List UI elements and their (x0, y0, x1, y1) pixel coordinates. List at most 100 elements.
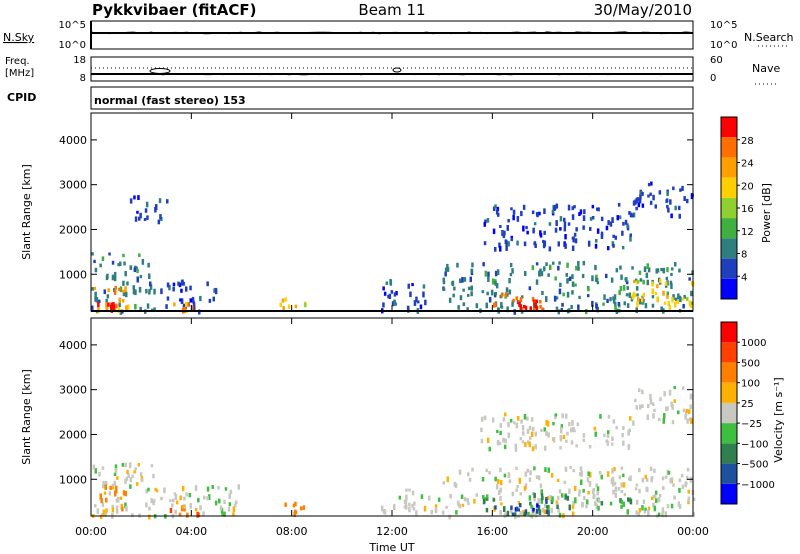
velocity-colorbar-tick: −25 (741, 419, 762, 430)
power-cell (532, 227, 535, 234)
power-cell (575, 265, 578, 271)
velocity-cell (537, 498, 540, 504)
power-cell (614, 304, 617, 311)
velocity-cell (576, 422, 580, 427)
velocity-cell (103, 491, 107, 495)
velocity-cell (533, 466, 536, 471)
velocity-cell (570, 440, 574, 445)
velocity-cell (615, 426, 618, 430)
power-cell (153, 288, 156, 295)
power-cell (690, 290, 693, 297)
power-cell (144, 208, 148, 213)
velocity-cell (530, 431, 534, 437)
power-colorbar-tick: 8 (741, 250, 747, 261)
velocity-cell (521, 425, 525, 431)
velocity-cell (687, 409, 691, 415)
power-cell (564, 234, 567, 240)
velocity-cell (571, 511, 575, 516)
power-cell (119, 286, 123, 293)
velocity-cell (629, 475, 632, 482)
velocity-cell (521, 440, 525, 444)
nsky-tick-low: 10^0 (59, 40, 86, 51)
velocity-cell (559, 446, 562, 450)
power-cell (391, 301, 395, 307)
power-cell (95, 296, 99, 303)
velocity-cell (641, 389, 644, 395)
power-cell (520, 307, 524, 312)
power-cell (531, 296, 535, 302)
power-cell (179, 298, 182, 302)
velocity-cell (663, 391, 666, 397)
velocity-ytick-label: 1000 (59, 473, 87, 486)
power-cell (615, 268, 619, 273)
power-cell (618, 215, 622, 220)
velocity-cell (622, 440, 625, 446)
power-cell (571, 274, 574, 280)
velocity-cell (664, 406, 668, 412)
velocity-cell (582, 433, 586, 438)
velocity-cell (673, 496, 676, 500)
velocity-cell (494, 505, 497, 510)
power-cell (485, 302, 488, 309)
power-cell (111, 260, 115, 265)
velocity-cell (638, 468, 641, 473)
power-cell (666, 294, 669, 299)
power-cell (607, 220, 610, 226)
velocity-cell (488, 446, 491, 452)
power-cell (656, 268, 660, 273)
velocity-cell (528, 425, 532, 430)
velocity-ytick-label: 4000 (59, 339, 87, 352)
velocity-cell (294, 501, 297, 507)
velocity-cell (480, 438, 484, 444)
velocity-cell (453, 481, 457, 487)
velocity-cell (685, 481, 688, 485)
power-cell (493, 302, 496, 308)
velocity-colorbar-band (721, 423, 737, 444)
power-cell (213, 288, 216, 293)
velocity-cell (568, 488, 571, 494)
power-cell (533, 299, 536, 305)
power-cell (471, 262, 474, 268)
power-cell (674, 301, 677, 308)
velocity-cell (519, 503, 522, 508)
power-cell (574, 283, 577, 287)
velocity-cell (638, 507, 642, 513)
velocity-cell (533, 495, 536, 502)
velocity-cell (124, 478, 127, 484)
velocity-cell (528, 477, 532, 482)
power-cell (114, 285, 117, 290)
velocity-cell (529, 470, 532, 476)
power-cell (612, 234, 615, 238)
velocity-cell (139, 472, 143, 477)
power-cell (388, 293, 392, 300)
velocity-cell (657, 496, 661, 503)
velocity-cell (94, 504, 97, 508)
power-cell (189, 285, 192, 291)
velocity-cell (223, 511, 226, 517)
velocity-cell (600, 501, 604, 506)
power-cell (419, 304, 423, 310)
velocity-cell (508, 479, 512, 484)
power-cell (484, 219, 487, 224)
power-cell (651, 281, 654, 287)
velocity-cell (588, 481, 592, 487)
power-cell (634, 199, 637, 205)
power-cell (411, 283, 414, 287)
velocity-cell (531, 446, 535, 452)
velocity-cell (442, 481, 445, 485)
velocity-cell (635, 483, 639, 487)
power-cell (93, 286, 97, 290)
power-cell (619, 286, 623, 292)
velocity-cell (664, 511, 668, 518)
velocity-cell (515, 506, 519, 512)
velocity-cell (563, 480, 566, 485)
power-cell (193, 305, 196, 311)
velocity-cell (145, 489, 148, 494)
velocity-cell (237, 484, 240, 490)
power-cell (618, 289, 621, 296)
power-cell (667, 301, 670, 305)
power-cell (541, 307, 544, 313)
velocity-cell (448, 514, 451, 520)
power-cell (595, 239, 598, 243)
velocity-cell (543, 427, 546, 432)
